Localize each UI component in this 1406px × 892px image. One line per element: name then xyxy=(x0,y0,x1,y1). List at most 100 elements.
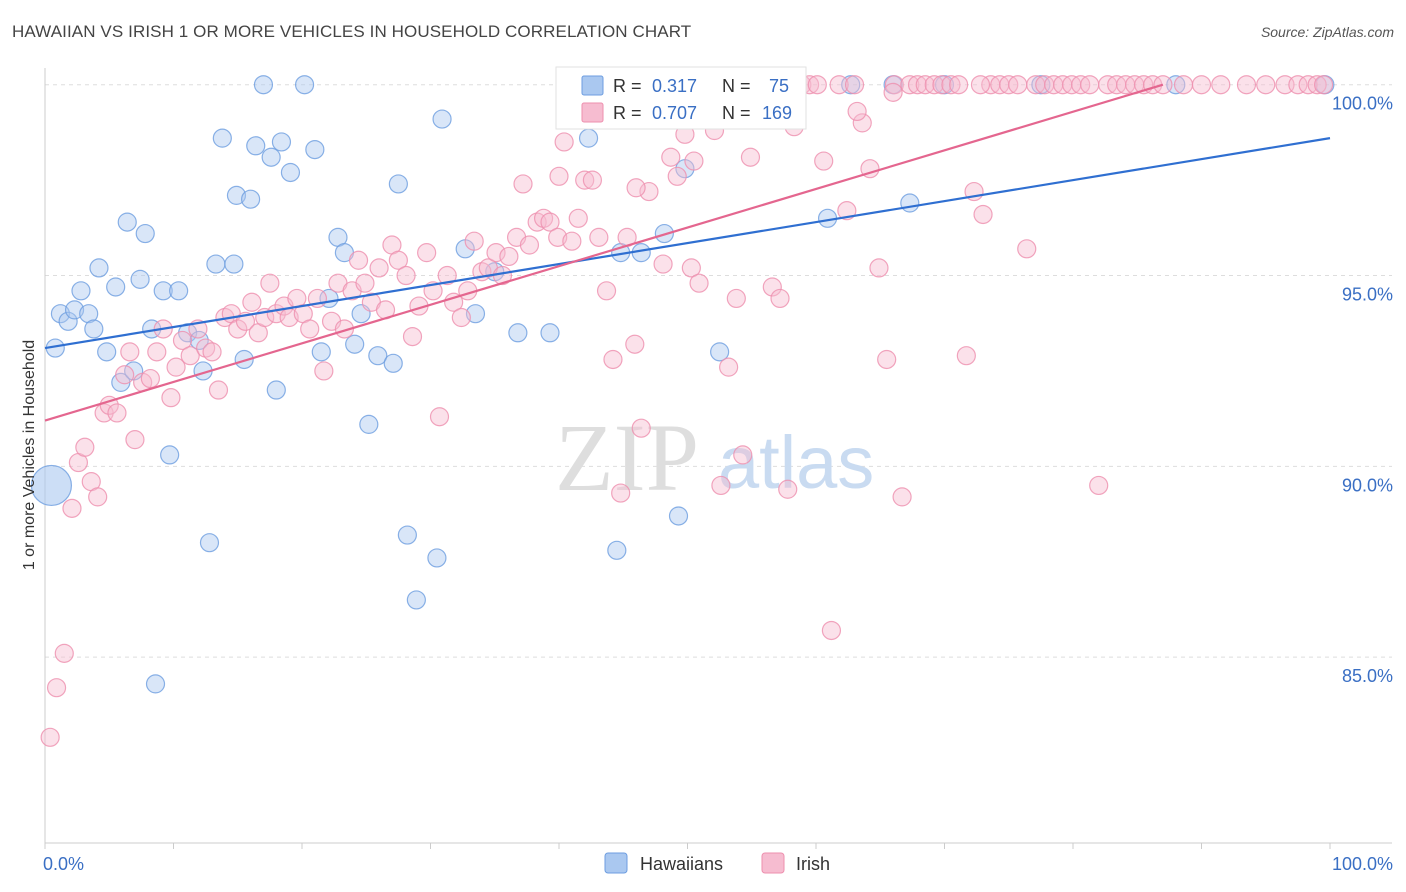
x-tick-labels: 0.0% 100.0% xyxy=(43,854,1393,874)
legend-swatch-hawaiians[interactable] xyxy=(604,852,628,874)
irish-point xyxy=(1008,75,1028,95)
irish-point xyxy=(107,403,127,423)
hawaiians-point xyxy=(246,136,266,156)
hawaiians-point xyxy=(234,349,254,370)
irish-point xyxy=(1017,239,1037,259)
hawaiians-point xyxy=(280,162,301,183)
hawaiians-point xyxy=(406,590,426,610)
irish-point xyxy=(625,334,645,354)
hawaiians-point xyxy=(368,346,388,366)
irish-point xyxy=(1288,75,1308,95)
hawaiians-point xyxy=(58,311,78,331)
hawaiians-point xyxy=(241,189,261,209)
hawaiians-point xyxy=(117,212,137,232)
irish-point xyxy=(973,204,993,225)
irish-point xyxy=(388,250,408,270)
irish-point xyxy=(847,101,867,122)
irish-point xyxy=(402,326,423,347)
stats-legend-r-label: R = xyxy=(613,103,642,123)
hawaiians-point xyxy=(169,281,189,301)
irish-point xyxy=(444,292,464,312)
irish-point xyxy=(778,479,798,499)
y-axis-title: 1 or more Vehicles in Household xyxy=(21,340,38,570)
hawaiians-point xyxy=(668,506,689,526)
irish-point xyxy=(208,380,229,400)
irish-point xyxy=(689,273,709,293)
irish-point xyxy=(166,357,186,377)
irish-point xyxy=(54,643,74,663)
irish-point xyxy=(88,487,108,507)
irish-point xyxy=(892,487,912,507)
hawaiians-point xyxy=(465,304,486,324)
hawaiians-point xyxy=(212,128,232,148)
hawaiians-point xyxy=(383,353,403,373)
irish-point xyxy=(369,258,389,278)
stats-legend-n-value: 75 xyxy=(769,76,789,96)
hawaiians-point xyxy=(253,75,274,95)
irish-point xyxy=(120,342,140,362)
hawaiians-point xyxy=(160,445,180,465)
irish-point xyxy=(639,181,659,202)
irish-point xyxy=(956,346,976,366)
irish-point xyxy=(603,349,623,370)
watermark-zip: ZIP xyxy=(555,404,699,511)
stats-legend-n-label: N = xyxy=(722,76,751,96)
irish-point xyxy=(844,75,865,95)
hawaiians-point xyxy=(311,342,331,362)
irish-point xyxy=(554,132,574,152)
hawaiians-point xyxy=(145,674,166,694)
hawaiians-point xyxy=(106,277,126,297)
hawaiians-point xyxy=(30,464,73,507)
hawaiians-point xyxy=(508,323,528,343)
legend-label-irish[interactable]: Irish xyxy=(796,854,830,874)
hawaiians-point xyxy=(130,269,150,289)
hawaiians-point xyxy=(607,540,627,560)
x-tick-label: 100.0% xyxy=(1332,854,1393,874)
irish-point xyxy=(161,388,181,408)
irish-point xyxy=(883,82,903,102)
hawaiians-point xyxy=(359,414,379,434)
hawaiians-point xyxy=(64,300,85,320)
irish-point xyxy=(348,250,369,270)
irish-point xyxy=(814,151,834,171)
grid-lines xyxy=(45,84,1392,658)
irish-point xyxy=(451,307,471,328)
irish-point xyxy=(884,75,904,95)
irish-point xyxy=(125,430,145,450)
hawaiians-point xyxy=(135,223,155,244)
irish-point xyxy=(417,243,437,263)
irish-point xyxy=(1173,75,1194,95)
irish-point xyxy=(486,243,506,263)
y-tick-label: 100.0% xyxy=(1332,94,1393,114)
stats-legend-n-label: N = xyxy=(722,103,751,123)
hawaiians-point xyxy=(266,380,286,400)
irish-point xyxy=(519,235,540,255)
irish-trend-line xyxy=(44,83,1164,422)
watermark: ZIP atlas xyxy=(555,404,874,511)
irish-point xyxy=(711,475,731,496)
hawaiians-point xyxy=(540,323,560,343)
irish-point xyxy=(499,246,519,267)
irish-point xyxy=(147,342,167,362)
irish-point xyxy=(653,254,673,274)
irish-point xyxy=(140,368,160,389)
irish-point xyxy=(1256,75,1276,95)
legend-swatch-irish[interactable] xyxy=(761,852,785,874)
irish-point xyxy=(807,75,827,95)
legend-label-hawaiians[interactable]: Hawaiians xyxy=(640,854,723,874)
irish-point xyxy=(869,258,889,278)
irish-point xyxy=(852,113,872,133)
irish-points xyxy=(40,75,1334,747)
irish-point xyxy=(837,201,857,221)
irish-point xyxy=(941,75,961,95)
irish-point xyxy=(762,277,782,297)
y-tick-label: 90.0% xyxy=(1342,475,1393,495)
irish-point xyxy=(540,212,560,232)
axes xyxy=(44,68,1392,849)
y-tick-label: 95.0% xyxy=(1342,285,1393,305)
irish-point xyxy=(907,75,928,95)
irish-point xyxy=(681,258,701,278)
irish-point xyxy=(1191,75,1212,95)
stats-legend-r-value: 0.707 xyxy=(652,103,697,123)
